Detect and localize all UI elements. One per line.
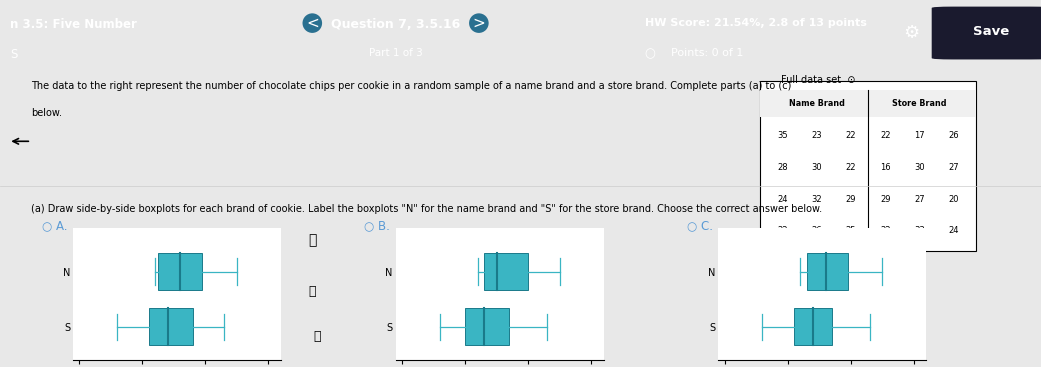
Text: 25: 25 <box>845 226 857 235</box>
Text: 27: 27 <box>914 195 925 204</box>
Text: 30: 30 <box>811 163 822 172</box>
Text: 24: 24 <box>948 226 960 235</box>
Text: Full data set  ⊙: Full data set ⊙ <box>781 75 856 85</box>
Text: 33: 33 <box>914 226 925 235</box>
Text: 26: 26 <box>948 131 960 141</box>
Text: <: < <box>306 16 319 30</box>
Text: 🔍: 🔍 <box>308 285 316 298</box>
Text: 27: 27 <box>948 163 960 172</box>
Text: Part 1 of 3: Part 1 of 3 <box>369 48 423 58</box>
Text: 30: 30 <box>914 163 925 172</box>
Text: 22: 22 <box>845 131 857 141</box>
Text: 22: 22 <box>880 226 891 235</box>
Text: 22: 22 <box>777 226 788 235</box>
Bar <box>149 308 193 345</box>
Text: ○: ○ <box>645 48 664 61</box>
Text: 32: 32 <box>811 195 822 204</box>
Text: 🔍: 🔍 <box>308 234 316 248</box>
Text: 35: 35 <box>777 131 788 141</box>
Bar <box>794 308 832 345</box>
Text: 29: 29 <box>880 195 891 204</box>
Text: 22: 22 <box>880 131 891 141</box>
Text: 17: 17 <box>914 131 925 141</box>
Text: n 3.5: Five Number: n 3.5: Five Number <box>10 18 137 32</box>
Text: 29: 29 <box>845 195 857 204</box>
FancyBboxPatch shape <box>932 7 1041 59</box>
Text: 22: 22 <box>845 163 857 172</box>
Text: 28: 28 <box>777 163 788 172</box>
Text: 20: 20 <box>948 195 960 204</box>
Text: ○ B.: ○ B. <box>364 219 390 233</box>
Bar <box>760 81 976 251</box>
Text: Question 7, 3.5.16: Question 7, 3.5.16 <box>331 18 460 32</box>
Text: 26: 26 <box>811 226 822 235</box>
Text: Store Brand: Store Brand <box>892 99 947 108</box>
Text: S: S <box>10 48 18 61</box>
Bar <box>760 90 976 117</box>
Bar <box>807 253 847 290</box>
Text: 24: 24 <box>777 195 788 204</box>
Bar <box>484 253 528 290</box>
Text: ○ C.: ○ C. <box>687 219 713 233</box>
Text: Name Brand: Name Brand <box>789 99 844 108</box>
Text: 28: 28 <box>777 258 788 267</box>
Text: >: > <box>473 16 485 30</box>
Text: (a) Draw side-by-side boxplots for each brand of cookie. Label the boxplots "N" : (a) Draw side-by-side boxplots for each … <box>31 204 822 214</box>
Text: Points: 0 of 1: Points: 0 of 1 <box>671 48 744 58</box>
Text: 16: 16 <box>880 163 891 172</box>
Text: HW Score: 21.54%, 2.8 of 13 points: HW Score: 21.54%, 2.8 of 13 points <box>645 18 867 29</box>
Bar <box>465 308 509 345</box>
Text: below.: below. <box>31 108 62 118</box>
Text: ⧉: ⧉ <box>313 330 322 344</box>
Text: 23: 23 <box>811 131 822 141</box>
Text: The data to the right represent the number of chocolate chips per cookie in a ra: The data to the right represent the numb… <box>31 81 791 91</box>
Text: 23: 23 <box>880 258 891 267</box>
Bar <box>158 253 202 290</box>
Text: ○ A.: ○ A. <box>42 219 67 233</box>
Text: Save: Save <box>973 25 1009 38</box>
Text: ⚙: ⚙ <box>903 24 919 42</box>
